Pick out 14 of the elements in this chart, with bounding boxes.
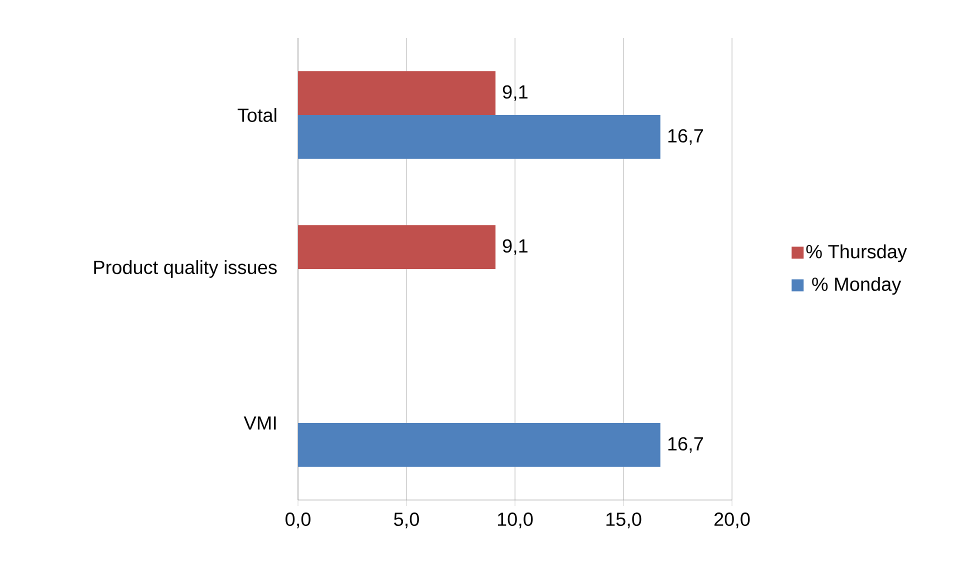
x-tick-label: 5,0 bbox=[394, 512, 419, 528]
data-label: 9,1 bbox=[502, 239, 528, 255]
data-label: 16,7 bbox=[668, 437, 703, 453]
x-tick-label: 15,0 bbox=[606, 512, 642, 528]
y-tick-label: Product quality issues bbox=[94, 260, 277, 278]
x-tick-label: 10,0 bbox=[498, 512, 533, 528]
legend-label: % Monday bbox=[812, 277, 902, 295]
y-tick-label: VMI bbox=[244, 416, 276, 430]
x-tick-label: 0,0 bbox=[286, 512, 310, 528]
data-label: 9,1 bbox=[502, 85, 528, 101]
legend-label: % Thursday bbox=[806, 244, 907, 262]
data-label: 16,7 bbox=[668, 129, 703, 145]
x-tick-label: 20,0 bbox=[714, 512, 750, 528]
y-tick-label: Total bbox=[238, 108, 276, 122]
